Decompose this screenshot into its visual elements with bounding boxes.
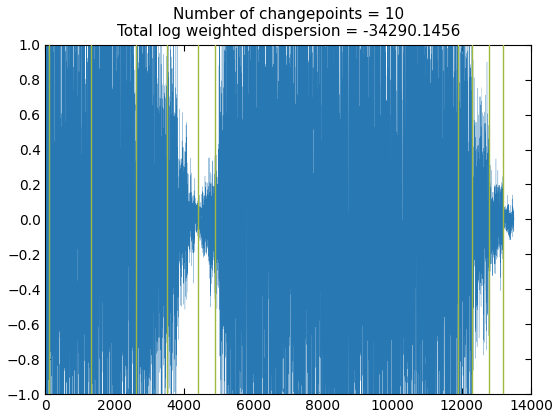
Title: Number of changepoints = 10
Total log weighted dispersion = -34290.1456: Number of changepoints = 10 Total log we… — [116, 7, 460, 39]
